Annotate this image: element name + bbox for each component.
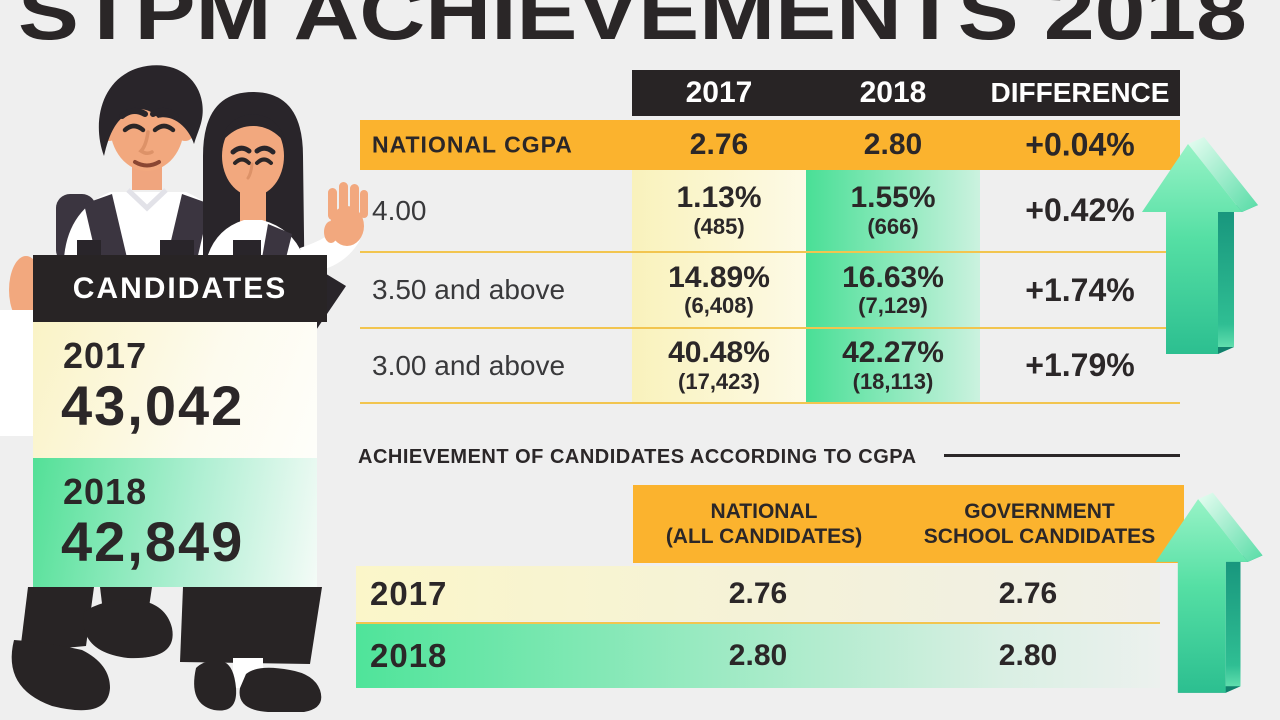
- header-line: SCHOOL CANDIDATES: [923, 525, 1156, 548]
- row-label: 3.50 and above: [372, 274, 566, 305]
- header-line: (ALL CANDIDATES): [665, 525, 863, 548]
- column-header-2017: 2017: [685, 76, 753, 109]
- table-row: 2017 2.76 2.76: [356, 566, 1160, 621]
- row-label: 3.00 and above: [372, 349, 566, 381]
- candidates-2018-panel: 2018 42,849: [33, 458, 317, 587]
- candidates-sign-title: CANDIDATES: [33, 255, 327, 322]
- value-count: (485): [693, 213, 745, 239]
- row-label: 2017: [370, 574, 448, 612]
- table-row: 40.48% (17,423) 42.27% (18,113) 3.00 and…: [360, 329, 1180, 402]
- cell-difference: +1.79%: [1025, 347, 1135, 383]
- column-header-difference: DIFFERENCE: [990, 77, 1170, 108]
- table-header-row: 2017 2018 DIFFERENCE: [632, 70, 1180, 116]
- raised-hand-illustration: [324, 182, 368, 246]
- value-count: (6,408): [684, 293, 754, 319]
- value-percent: 40.48%: [668, 336, 770, 370]
- candidates-2018-count: 42,849: [61, 510, 245, 573]
- hands-on-sign: [77, 240, 261, 256]
- cell-2017: 40.48% (17,423): [632, 329, 806, 402]
- header-line: NATIONAL: [710, 499, 818, 523]
- cgpa-by-school-table: NATIONAL (ALL CANDIDATES) GOVERNMENT SCH…: [356, 485, 1184, 690]
- national-cgpa-2018: 2.80: [863, 128, 923, 161]
- row-divider: [356, 622, 1160, 624]
- national-value: 2.76: [728, 576, 788, 610]
- table2-header: NATIONAL (ALL CANDIDATES) GOVERNMENT SCH…: [633, 485, 1184, 563]
- cell-2018: 42.27% (18,113): [806, 329, 980, 402]
- value-percent: 42.27%: [842, 336, 944, 370]
- column-header-national: NATIONAL (ALL CANDIDATES): [633, 499, 895, 549]
- value-percent: 1.55%: [850, 181, 936, 215]
- value-percent: 14.89%: [668, 260, 770, 294]
- cell-difference: +0.42%: [1025, 192, 1135, 228]
- increase-arrow-icon: [1142, 137, 1258, 354]
- cell-difference: +1.74%: [1025, 271, 1135, 308]
- value-count: (666): [867, 213, 919, 239]
- cell-2017: 1.13% (485): [632, 170, 806, 251]
- value-percent: 1.13%: [676, 181, 762, 215]
- page-title: STPM ACHIEVEMENTS 2018: [18, 0, 1247, 56]
- female-shoes-illustration: [194, 660, 322, 712]
- table-row: 1.13% (485) 1.55% (666) 4.00 +0.42%: [360, 170, 1180, 251]
- government-value: 2.76: [998, 576, 1058, 610]
- row-label: 2018: [370, 637, 448, 674]
- value-count: (7,129): [858, 293, 928, 319]
- national-cgpa-2017: 2.76: [689, 128, 749, 161]
- candidates-2018-year: 2018: [63, 471, 148, 512]
- row-label: 4.00: [372, 194, 427, 226]
- column-header-government: GOVERNMENT SCHOOL CANDIDATES: [895, 499, 1184, 549]
- row-divider: [360, 251, 1180, 253]
- cell-2017: 14.89% (6,408): [632, 253, 806, 327]
- cgpa-comparison-table: 2017 2018 DIFFERENCE NATIONAL CGPA 2.76 …: [360, 70, 1180, 410]
- row-divider: [360, 327, 1180, 329]
- value-count: (17,423): [678, 368, 760, 394]
- row-divider: [360, 402, 1180, 404]
- heading-rule: [944, 454, 1180, 457]
- cell-2018: 1.55% (666): [806, 170, 980, 251]
- increase-arrow-icon: [1155, 492, 1263, 693]
- header-line: GOVERNMENT: [964, 499, 1115, 523]
- column-header-2018: 2018: [859, 76, 927, 109]
- national-cgpa-diff: +0.04%: [1025, 126, 1135, 163]
- national-cgpa-label: NATIONAL CGPA: [372, 131, 573, 158]
- candidates-2017-panel: 2017 43,042: [33, 322, 317, 458]
- section-heading: ACHIEVEMENT OF CANDIDATES ACCORDING TO C…: [358, 446, 917, 468]
- candidates-2017-year: 2017: [63, 335, 148, 376]
- national-cgpa-row: NATIONAL CGPA 2.76 2.80 +0.04%: [360, 120, 1180, 170]
- table-row: 14.89% (6,408) 16.63% (7,129) 3.50 and a…: [360, 253, 1180, 327]
- value-percent: 16.63%: [842, 260, 944, 294]
- table-row: 2018 2.80 2.80: [356, 624, 1160, 688]
- candidates-2017-count: 43,042: [61, 374, 245, 437]
- government-value: 2.80: [998, 639, 1058, 672]
- cell-2018: 16.63% (7,129): [806, 253, 980, 327]
- national-value: 2.80: [728, 639, 788, 672]
- value-count: (18,113): [852, 368, 934, 394]
- legs-and-shoes-illustration: [11, 587, 322, 711]
